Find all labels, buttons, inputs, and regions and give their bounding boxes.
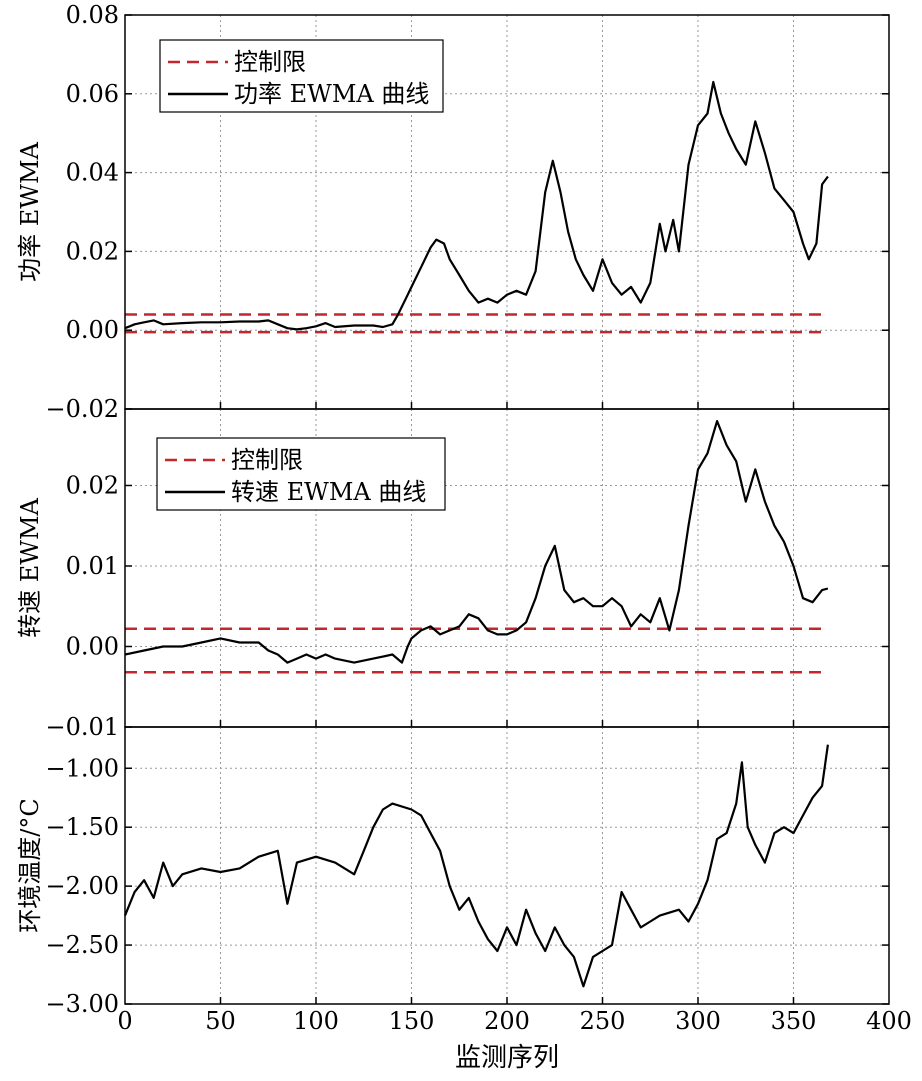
speed-ytick-label: −0.01 bbox=[45, 713, 119, 741]
power-legend-series-label: 功率 EWMA 曲线 bbox=[234, 80, 429, 108]
power-ytick-label: 0.06 bbox=[66, 80, 119, 108]
power-ytick-label: 0.08 bbox=[66, 1, 119, 29]
speed-legend-series-label: 转速 EWMA 曲线 bbox=[231, 478, 426, 506]
power-ytick-label: 0.04 bbox=[66, 159, 119, 187]
speed-y-axis-label: 转速 EWMA bbox=[16, 497, 44, 637]
temperature-ytick-label: −2.50 bbox=[45, 931, 119, 959]
power-ytick-label: 0.02 bbox=[66, 237, 119, 265]
x-axis-label: 监测序列 bbox=[455, 1043, 559, 1073]
power-y-axis-label: 功率 EWMA bbox=[16, 141, 44, 281]
temperature-xtick-label: 150 bbox=[389, 1007, 435, 1035]
temperature-ytick-label: −2.00 bbox=[45, 872, 119, 900]
temperature-y-axis-label: 环境温度/°C bbox=[16, 798, 44, 932]
temperature-xtick-label: 250 bbox=[580, 1007, 626, 1035]
speed-series-line bbox=[124, 420, 829, 664]
temperature-xtick-label: 400 bbox=[866, 1007, 912, 1035]
temperature-series-line bbox=[123, 744, 829, 988]
temperature-xtick-label: 200 bbox=[484, 1007, 530, 1035]
speed-legend-limit-label: 控制限 bbox=[231, 446, 303, 474]
temperature-xtick-label: 50 bbox=[205, 1007, 236, 1035]
temperature-xtick-label: 0 bbox=[117, 1007, 132, 1035]
temperature-plot-frame bbox=[124, 726, 890, 1005]
temperature-xtick-label: 300 bbox=[675, 1007, 721, 1035]
power-series-line bbox=[124, 80, 829, 331]
temperature-panel: −3.00 −2.50 −2.00 −1.50 −1.00 0 50 100 150 200 250… bbox=[16, 726, 912, 1035]
power-legend-box bbox=[159, 39, 444, 113]
power-ytick-label: 0.00 bbox=[66, 316, 119, 344]
temperature-ytick-label: −3.00 bbox=[45, 990, 119, 1018]
power-ytick-label: −0.02 bbox=[45, 395, 119, 423]
temperature-xtick-label: 100 bbox=[293, 1007, 339, 1035]
temperature-ytick-label: −1.50 bbox=[45, 813, 119, 841]
temperature-ytick-label: −1.00 bbox=[45, 754, 119, 782]
speed-legend-box bbox=[156, 437, 446, 511]
speed-ytick-label: 0.02 bbox=[66, 471, 119, 499]
speed-ytick-label: 0.01 bbox=[66, 552, 119, 580]
temperature-xtick-label: 350 bbox=[771, 1007, 817, 1035]
speed-ytick-label: 0.00 bbox=[66, 632, 119, 660]
power-legend-limit-label: 控制限 bbox=[234, 48, 306, 76]
